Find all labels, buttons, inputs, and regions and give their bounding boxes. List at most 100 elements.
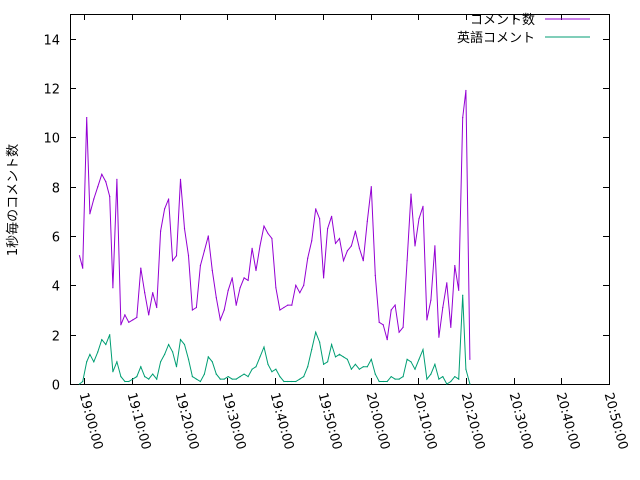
data-point — [422, 349, 423, 350]
data-point — [196, 307, 197, 308]
data-point — [208, 356, 209, 357]
data-point — [339, 238, 340, 239]
data-point — [331, 216, 332, 217]
data-point — [407, 260, 408, 261]
x-axis: 19:00:0019:10:0019:20:0019:30:0019:40:00… — [76, 14, 631, 451]
data-point — [454, 265, 455, 266]
data-point — [363, 260, 364, 261]
data-point — [208, 235, 209, 236]
data-point — [101, 339, 102, 340]
data-point — [109, 334, 110, 335]
data-point — [184, 228, 185, 229]
data-point — [347, 250, 348, 251]
data-point — [188, 255, 189, 256]
data-point — [275, 287, 276, 288]
data-point — [458, 290, 459, 291]
data-point — [462, 117, 463, 118]
series-line — [80, 91, 470, 360]
data-point — [375, 275, 376, 276]
data-point — [236, 379, 237, 380]
data-point — [371, 359, 372, 360]
data-point — [469, 383, 470, 384]
data-point — [144, 292, 145, 293]
data-point — [458, 379, 459, 380]
y-tick-label: 14 — [43, 34, 60, 49]
data-point — [287, 305, 288, 306]
y-tick-label: 8 — [52, 182, 60, 197]
data-point — [124, 381, 125, 382]
data-point — [124, 314, 125, 315]
data-point — [323, 364, 324, 365]
data-point — [359, 248, 360, 249]
data-point — [252, 248, 253, 249]
data-point — [438, 379, 439, 380]
data-point — [160, 361, 161, 362]
data-point — [315, 332, 316, 333]
data-point — [136, 317, 137, 318]
data-point — [152, 292, 153, 293]
data-point — [327, 361, 328, 362]
series-1 — [79, 90, 471, 360]
data-point — [465, 369, 466, 370]
data-point — [399, 379, 400, 380]
data-point — [220, 379, 221, 380]
data-point — [327, 228, 328, 229]
data-point — [172, 260, 173, 261]
data-point — [132, 319, 133, 320]
data-point — [469, 359, 470, 360]
data-point — [335, 356, 336, 357]
y-axis: 02468101214 — [43, 34, 609, 394]
data-point — [188, 359, 189, 360]
data-point — [446, 383, 447, 384]
data-point — [395, 379, 396, 380]
data-point — [228, 290, 229, 291]
data-point — [82, 381, 83, 382]
y-tick-label: 2 — [52, 330, 60, 345]
data-point — [319, 218, 320, 219]
data-point — [454, 376, 455, 377]
data-point — [379, 322, 380, 323]
data-point — [465, 90, 466, 91]
data-point — [311, 349, 312, 350]
data-point — [204, 250, 205, 251]
data-point — [367, 366, 368, 367]
data-point — [82, 268, 83, 269]
data-point — [252, 369, 253, 370]
series-layer — [79, 90, 471, 385]
data-point — [375, 374, 376, 375]
data-point — [291, 305, 292, 306]
data-point — [343, 260, 344, 261]
x-tick-label: 20:10:00 — [410, 391, 440, 451]
data-point — [430, 374, 431, 375]
data-point — [307, 366, 308, 367]
data-point — [120, 376, 121, 377]
x-tick-label: 20:00:00 — [363, 391, 393, 451]
data-point — [93, 198, 94, 199]
data-point — [446, 282, 447, 283]
data-point — [422, 206, 423, 207]
data-point — [204, 374, 205, 375]
data-point — [430, 300, 431, 301]
data-point — [116, 361, 117, 362]
data-point — [132, 379, 133, 380]
data-point — [212, 270, 213, 271]
data-point — [275, 369, 276, 370]
data-point — [79, 383, 80, 384]
data-point — [232, 277, 233, 278]
data-point — [410, 361, 411, 362]
data-point — [371, 186, 372, 187]
data-point — [438, 337, 439, 338]
data-point — [391, 309, 392, 310]
data-point — [391, 376, 392, 377]
data-point — [383, 381, 384, 382]
data-point — [414, 245, 415, 246]
x-tick-label: 20:30:00 — [506, 391, 536, 451]
data-point — [355, 231, 356, 232]
data-point — [164, 208, 165, 209]
data-point — [379, 381, 380, 382]
data-point — [403, 327, 404, 328]
data-point — [387, 381, 388, 382]
data-point — [283, 307, 284, 308]
data-point — [200, 381, 201, 382]
